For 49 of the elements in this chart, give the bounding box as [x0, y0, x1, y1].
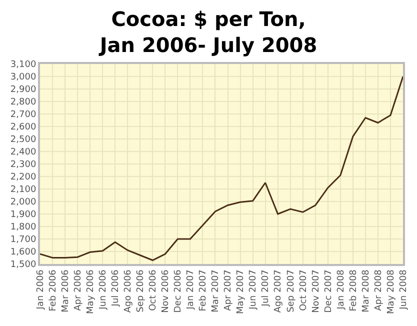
- x-tick-label: Jun 2006: [98, 269, 109, 310]
- x-tick-label: Mar 2008: [361, 269, 372, 312]
- y-tick-label: 2,600: [10, 122, 36, 133]
- y-tick-label: 2,000: [10, 198, 36, 208]
- x-tick-label: Nov 2006: [161, 269, 172, 313]
- x-tick-label: Feb 2006: [48, 269, 58, 312]
- y-tick-label: 1,600: [10, 248, 36, 258]
- y-tick-label: 1,500: [10, 260, 36, 270]
- x-tick-label: Jun 2008: [398, 269, 409, 310]
- x-tick-label: Oct 2007: [298, 270, 309, 311]
- x-tick-label: Apr 2007: [224, 270, 234, 311]
- x-tick-label: Feb 2007: [198, 270, 209, 312]
- y-tick-label: 2,300: [10, 160, 36, 170]
- x-tick-label: Apr 2008: [374, 269, 384, 311]
- y-tick-label: 3,000: [10, 72, 36, 83]
- x-tick-label: Dec 2007: [324, 270, 334, 313]
- x-tick-label: Sep 2006: [136, 269, 146, 312]
- y-tick-label: 2,400: [10, 148, 36, 158]
- x-tick-label: Ago 2006: [124, 269, 134, 313]
- x-tick-label: Feb 2008: [348, 269, 359, 312]
- x-tick-label: Jan 2006: [36, 269, 46, 310]
- x-tick-label: May 2008: [386, 269, 396, 314]
- x-tick-label: May 2006: [86, 269, 96, 314]
- x-tick-label: Jun 2007: [248, 270, 259, 310]
- chart-title: Cocoa: $ per Ton, Jan 2006- July 2008: [98, 7, 318, 58]
- x-tick-label: Jul 2006: [111, 269, 122, 308]
- x-tick-label: Jul 2007: [261, 270, 272, 308]
- y-tick-label: 2,200: [10, 172, 36, 183]
- x-tick-label: May 2007: [236, 270, 246, 314]
- y-tick-label: 2,900: [10, 85, 36, 96]
- line-series: [40, 76, 403, 261]
- x-tick-label: Nov 2007: [311, 270, 322, 313]
- y-tick-label: 1,700: [10, 235, 36, 246]
- y-tick-label: 3,100: [10, 60, 36, 70]
- y-tick-label: 2,100: [10, 185, 36, 196]
- x-tick-label: Apr 2006: [73, 269, 84, 311]
- y-tick-label: 1,900: [10, 210, 36, 220]
- x-tick-label: Jan 2008: [336, 269, 346, 310]
- x-tick-label: Dec 2006: [174, 269, 184, 313]
- x-tick-label: Jan 2007: [186, 270, 196, 310]
- y-tick-label: 2,500: [10, 135, 36, 146]
- y-tick-label: 1,800: [10, 222, 36, 233]
- x-tick-label: Sep 2007: [286, 270, 296, 312]
- x-tick-label: Mar 2006: [60, 269, 71, 312]
- x-tick-label: Ago 2007: [274, 270, 284, 313]
- x-tick-label: Mar 2007: [211, 270, 222, 312]
- x-tick-label: Oct 2006: [148, 269, 159, 311]
- y-tick-label: 2,700: [10, 110, 36, 120]
- y-tick-label: 2,800: [10, 98, 36, 108]
